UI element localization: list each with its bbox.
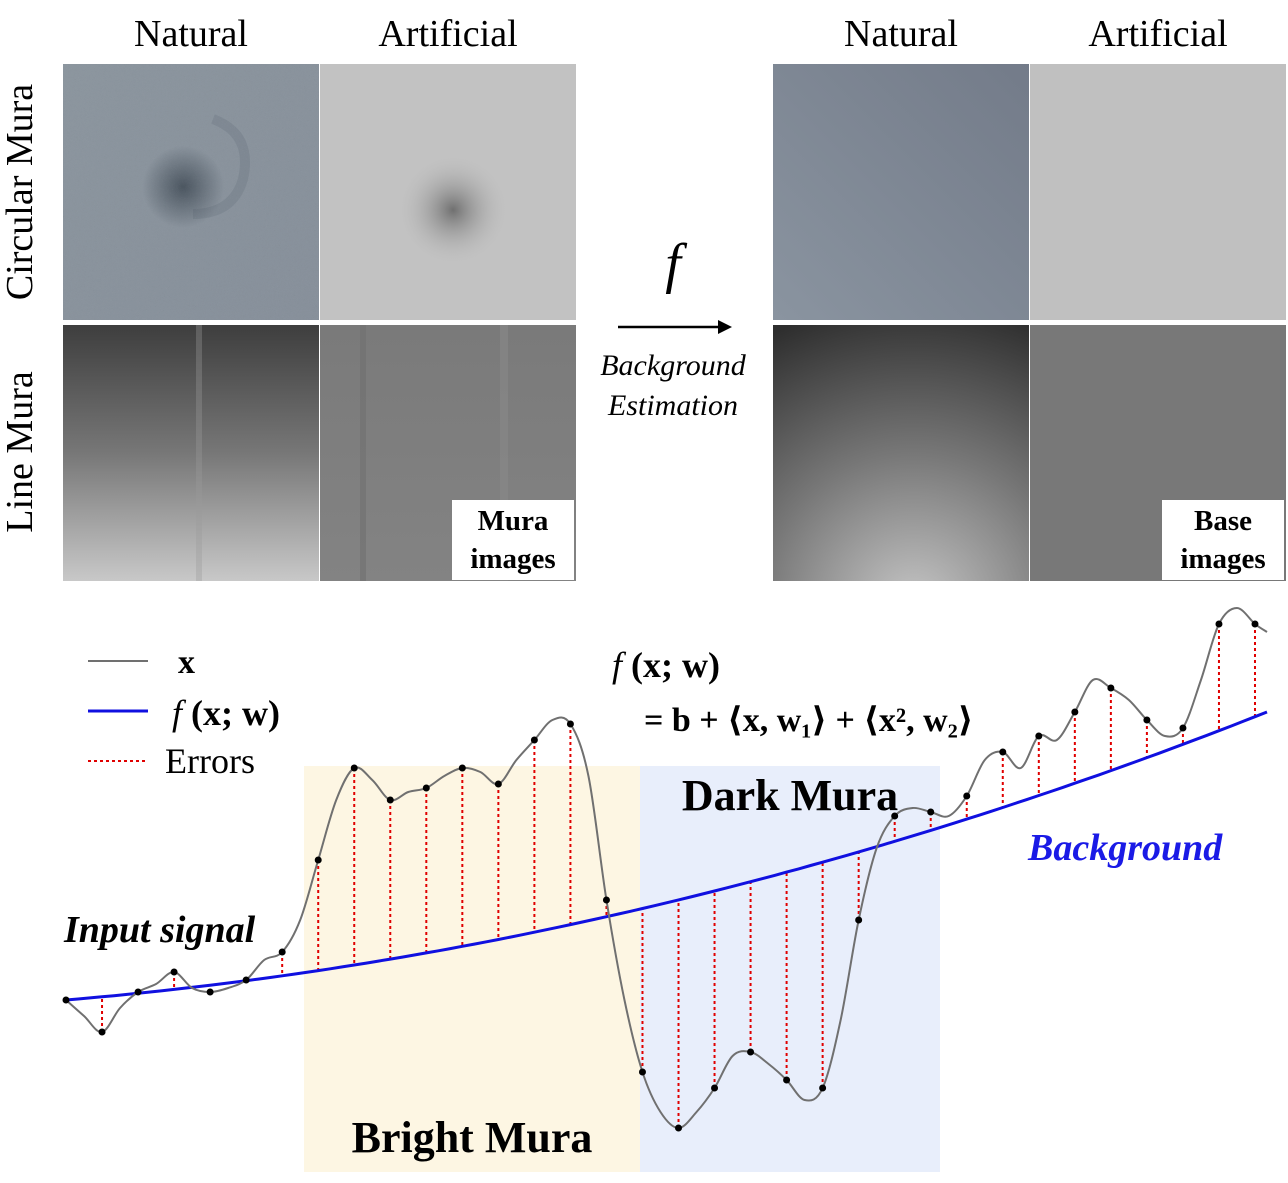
sample-point [747,1048,755,1056]
row-head-circular: Circular Mura [0,83,41,301]
legend-signal-label: x [178,644,195,681]
sample-point [62,996,70,1004]
arrow-caption: Background Estimation [583,346,763,426]
col-head-right-artificial: Artificial [1088,13,1228,55]
col-head-left-artificial: Artificial [378,13,518,55]
sample-point [711,1084,719,1092]
sample-point [134,988,142,996]
arrow-caption-line1: Background [600,349,746,382]
equation-lhs: f (x; w) [612,644,720,686]
arrow-caption-line2: Estimation [607,389,738,422]
sample-point [530,736,538,744]
equation-lhs-f: f [612,645,623,685]
sample-point [1179,724,1187,732]
sample-point [386,796,394,804]
signal-diagram [62,606,1268,1172]
sample-point [1251,620,1259,628]
col-head-right-natural: Natural [844,13,958,55]
input-signal-label: Input signal [64,909,256,951]
sample-point [1035,732,1043,740]
base-images-tag: Base images [1162,500,1284,580]
tile-base-circular-natural [773,64,1029,320]
legend-fit-args: (x; w) [191,693,280,733]
sample-point [350,764,358,772]
sample-point [1071,708,1079,716]
sample-point [278,948,286,956]
tile-base-circular-artificial [1030,64,1286,320]
equation-lhs-args: (x; w) [631,645,720,685]
mura-tag-line1: Mura [477,505,549,537]
sample-point [819,1084,827,1092]
sample-point [963,792,971,800]
tile-circular-natural [63,64,319,320]
sample-point [494,780,502,788]
sample-point [98,1028,106,1036]
sample-point [314,856,322,864]
sample-point [566,720,574,728]
bright-mura-region [304,766,640,1172]
signal-curve [65,606,1268,1130]
legend-fit-label: f (x; w) [172,692,280,734]
row-head-line: Line Mura [0,371,41,533]
tile-circular-artificial [320,64,576,320]
fit-curve [65,710,1268,1002]
sample-point [638,1068,646,1076]
sample-point [999,748,1007,756]
function-symbol: f [665,233,681,295]
dark-mura-region [640,766,940,1172]
tile-line-natural [63,325,319,581]
sample-point [422,784,430,792]
base-tag-line1: Base [1194,505,1252,537]
sample-points [62,620,1259,1132]
bright-mura-label: Bright Mura [351,1113,593,1162]
sample-point [206,988,214,996]
equation-rhs: = b + ⟨x, w₁⟩ + ⟨x², w₂⟩ [644,702,974,739]
mura-images-tag: Mura images [452,500,574,580]
sample-point [1215,620,1223,628]
mura-tag-line2: images [470,543,556,575]
sample-point [170,968,178,976]
sample-point [891,812,899,820]
base-tag-line2: images [1180,543,1266,575]
dark-mura-label: Dark Mura [681,771,899,820]
sample-point [855,916,863,924]
arrow-icon [618,320,732,334]
sample-point [1143,716,1151,724]
sample-point [783,1076,791,1084]
sample-point [458,764,466,772]
legend-fit-f: f [172,693,183,733]
sample-point [1107,684,1115,692]
tile-base-line-natural [773,325,1029,581]
legend-errors-label: Errors [165,741,255,781]
sample-point [602,896,610,904]
sample-point [242,976,250,984]
sample-point [927,808,935,816]
sample-point [675,1124,683,1132]
col-head-left-natural: Natural [134,13,248,55]
background-label: Background [1028,827,1223,869]
